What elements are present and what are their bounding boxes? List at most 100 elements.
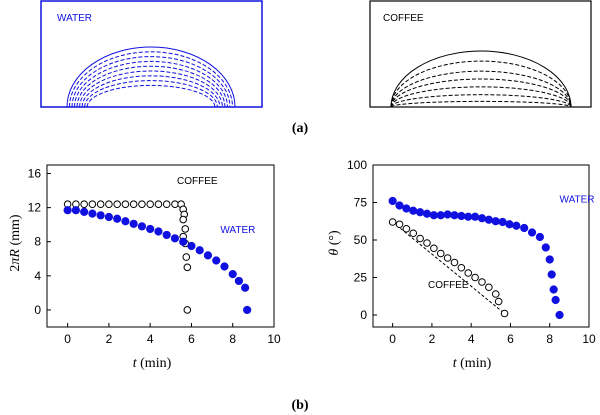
- water-data-point: [220, 262, 229, 271]
- x-tick-label: 0: [64, 332, 71, 346]
- water-data-point: [154, 227, 163, 236]
- coffee-data-point: [388, 218, 397, 226]
- coffee-data-point: [485, 283, 493, 292]
- y-tick-label: 4: [34, 269, 41, 283]
- water-data-point: [203, 251, 213, 260]
- x-tick-label: 2: [106, 332, 113, 346]
- water-data-point: [505, 220, 514, 229]
- water-profile-arc: [69, 51, 233, 108]
- x-tick-label: 6: [188, 332, 195, 346]
- coffee-data-point: [154, 200, 163, 209]
- water-data-point: [450, 211, 459, 220]
- y-tick-label: 50: [354, 233, 368, 247]
- water-data-point: [212, 256, 221, 265]
- coffee-data-point: [423, 239, 431, 247]
- radius-chart: 0 2 4 6 8 10 0 4 8 12 16 COFFEE WATER t (min) 2πR (…: [8, 164, 281, 371]
- water-profile-arc: [66, 46, 236, 108]
- coffee-data-point: [416, 234, 424, 243]
- y-tick-label: 25: [354, 271, 368, 285]
- water-data-point: [121, 217, 130, 226]
- coffee-panel-frame: [369, 0, 592, 108]
- water-profile-arc: [81, 75, 221, 108]
- water-data-point: [402, 204, 411, 213]
- coffee-data-point: [471, 273, 479, 282]
- water-data-point: [535, 232, 545, 242]
- y-tick-label: 8: [34, 235, 41, 249]
- water-data-point: [471, 212, 480, 221]
- water-data-point: [436, 211, 445, 220]
- x-tick-label: 0: [389, 332, 396, 346]
- radius-chart-frame: [46, 164, 275, 328]
- water-data-point: [512, 221, 521, 230]
- coffee-profile-arc: [390, 60, 572, 108]
- water-data-point: [549, 285, 558, 294]
- water-data-point: [113, 214, 122, 223]
- water-data-point: [170, 234, 180, 243]
- coffee-data-point: [450, 258, 459, 267]
- coffee-data-point: [402, 224, 411, 233]
- x-tick-label: 4: [147, 332, 154, 346]
- coffee-profile-arc: [390, 78, 572, 108]
- water-data-point: [484, 215, 493, 224]
- water-panel-title: WATER: [57, 13, 92, 24]
- series-annotation: WATER: [220, 225, 255, 236]
- water-data-point: [443, 210, 452, 219]
- water-profile-arc: [74, 60, 228, 108]
- water-data-point: [457, 211, 466, 221]
- coffee-data-point: [436, 249, 445, 258]
- coffee-data-point: [105, 200, 113, 209]
- water-data-point: [63, 206, 72, 215]
- radius-chart-annotations: COFFEE WATER: [177, 176, 255, 236]
- water-data-point: [520, 223, 529, 233]
- coffee-profile-arc: [390, 50, 572, 108]
- series-annotation: WATER: [560, 195, 595, 206]
- coffee-profile-arc: [390, 100, 572, 108]
- x-tick-label: 8: [229, 332, 236, 346]
- series-annotation: COFFEE: [177, 176, 218, 187]
- water-data-point: [541, 243, 550, 252]
- radius-chart-points: [63, 200, 252, 315]
- coffee-data-point: [443, 254, 452, 262]
- water-data-point: [545, 255, 554, 264]
- water-data-point: [162, 230, 171, 240]
- angle-chart-frame: [372, 164, 590, 328]
- y-tick-label: 0: [34, 303, 41, 317]
- water-data-point: [527, 228, 537, 237]
- water-data-point: [129, 219, 138, 228]
- x-tick-label: 2: [429, 332, 436, 346]
- coffee-profile-arc: [390, 86, 572, 108]
- coffee-data-point: [113, 200, 121, 209]
- water-data-point: [416, 208, 425, 217]
- water-profile-group: [66, 46, 236, 108]
- coffee-data-point: [121, 200, 130, 209]
- coffee-profile-group: [390, 50, 572, 108]
- coffee-data-point: [80, 200, 88, 209]
- coffee-data-point: [457, 263, 466, 272]
- water-data-point: [137, 222, 147, 231]
- angle-chart-fit-line: [392, 221, 505, 314]
- water-data-point: [179, 237, 188, 246]
- water-data-point: [187, 241, 196, 251]
- coffee-data-point: [183, 306, 192, 314]
- coffee-data-point: [162, 200, 171, 209]
- coffee-data-point: [494, 297, 503, 306]
- angle-chart-annotations: WATER COFFEE: [428, 195, 595, 292]
- y-tick-label: 16: [28, 167, 42, 181]
- water-data-point: [555, 310, 564, 320]
- water-data-point: [429, 211, 438, 220]
- coffee-profile-arc: [390, 70, 572, 108]
- coffee-data-point: [182, 253, 191, 261]
- water-data-point: [551, 295, 560, 305]
- radius-chart-y-label: 2πR (mm): [8, 214, 23, 272]
- y-tick-label: 0: [360, 308, 367, 322]
- coffee-data-point: [409, 229, 418, 238]
- coffee-data-point: [430, 244, 438, 253]
- coffee-data-point: [96, 200, 105, 209]
- coffee-droplet-panel: COFFEE: [369, 0, 592, 108]
- coffee-data-point: [464, 269, 473, 277]
- water-droplet-panel: WATER: [40, 0, 263, 108]
- water-profile-arc: [71, 56, 231, 108]
- coffee-data-point: [500, 309, 509, 318]
